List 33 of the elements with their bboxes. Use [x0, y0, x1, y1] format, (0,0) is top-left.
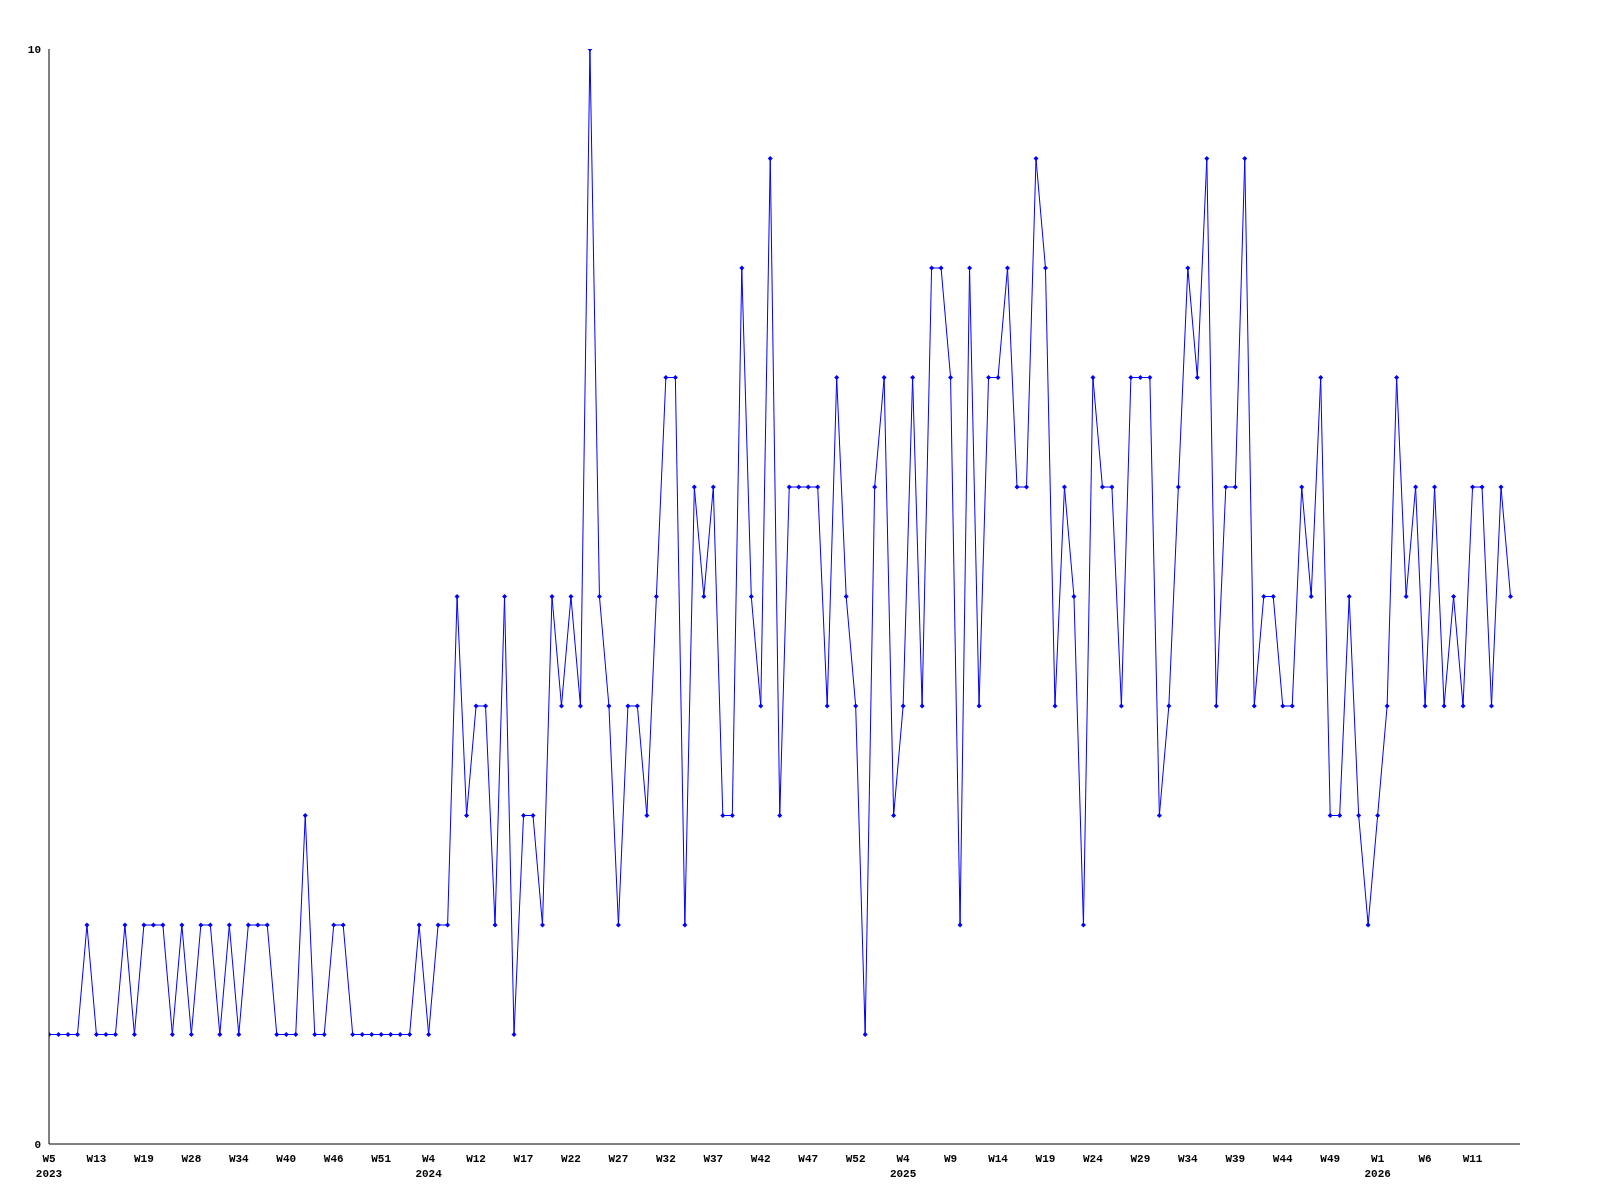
x-tick-label: W39 — [1225, 1153, 1246, 1165]
y-tick-label: 10 — [27, 43, 41, 56]
x-tick-label: W34 — [1177, 1153, 1199, 1165]
x-tick-label: W52 — [845, 1153, 866, 1165]
y-tick-label: 0 — [34, 1138, 41, 1151]
x-tick-label: W34 — [228, 1153, 250, 1165]
x-tick-label: W47 — [798, 1153, 819, 1165]
x-tick-label: W11 — [1462, 1153, 1483, 1165]
x-tick-label: W22 — [561, 1153, 581, 1165]
x-tick-label: W17 — [513, 1153, 534, 1165]
x-tick-label: W6 — [1418, 1153, 1432, 1165]
x-tick-label: W19 — [134, 1153, 154, 1165]
x-tick-label: W40 — [276, 1153, 297, 1165]
x-tick-label: W1 2026 — [1364, 1153, 1391, 1180]
x-tick-label: W42 — [750, 1153, 771, 1165]
x-tick-label: W5 2023 — [35, 1153, 63, 1180]
x-tick-label: W32 — [655, 1153, 676, 1165]
x-tick-label: W4 2024 — [415, 1153, 443, 1180]
x-tick-label: W28 — [181, 1153, 202, 1165]
x-tick-label: W4 2025 — [889, 1153, 917, 1180]
x-tick-label: W24 — [1083, 1153, 1104, 1165]
x-tick-label: W44 — [1272, 1153, 1294, 1165]
x-tick-label: W46 — [323, 1153, 344, 1165]
x-tick-label: W29 — [1130, 1153, 1151, 1165]
x-tick-label: W9 — [943, 1153, 958, 1165]
x-tick-label: W12 — [466, 1153, 486, 1165]
x-tick-label: W49 — [1320, 1153, 1341, 1165]
x-tick-label: W19 — [1035, 1153, 1056, 1165]
x-tick-label: W27 — [608, 1153, 629, 1165]
x-tick-label: W14 — [988, 1153, 1009, 1165]
x-tick-label: W13 — [86, 1153, 107, 1165]
x-tick-label: W37 — [703, 1153, 724, 1165]
x-tick-label: W51 — [371, 1153, 392, 1165]
